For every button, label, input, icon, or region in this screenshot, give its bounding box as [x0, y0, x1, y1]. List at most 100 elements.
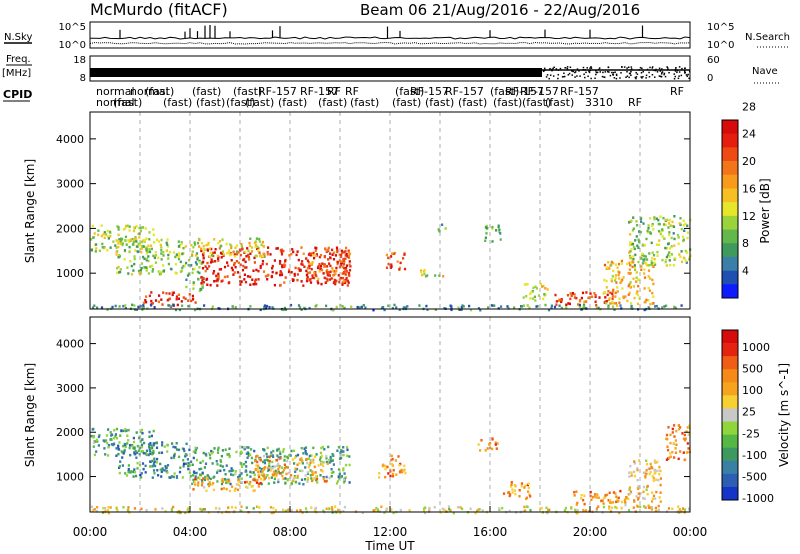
data-cell [161, 303, 164, 306]
data-cell [629, 250, 632, 253]
data-cell [345, 270, 348, 273]
data-cell [341, 276, 345, 280]
data-cell [285, 472, 288, 476]
data-cell [127, 470, 130, 474]
data-cell [606, 293, 609, 297]
data-cell [160, 258, 163, 261]
cpid-label-row2: (fast) [458, 96, 487, 109]
data-cell [198, 467, 201, 471]
data-cell [364, 306, 367, 309]
data-cell [568, 302, 571, 306]
data-cell [273, 259, 276, 262]
noise-right-tick-bottom: 10^0 [707, 40, 734, 51]
data-cell [175, 442, 178, 445]
data-cell [188, 464, 192, 467]
data-cell [118, 471, 121, 475]
colorbar-swatch [722, 395, 738, 409]
data-cell [309, 254, 312, 257]
data-cell [199, 473, 202, 476]
data-cell [135, 225, 138, 228]
data-cell [249, 453, 252, 457]
data-cell [539, 282, 542, 286]
data-cell [271, 465, 274, 469]
data-cell [245, 485, 248, 489]
data-cell [145, 295, 148, 298]
data-cell [686, 426, 689, 429]
data-cell [345, 252, 348, 256]
data-cell [166, 243, 169, 246]
data-cell [679, 217, 682, 220]
data-cell [272, 455, 275, 458]
data-cell [115, 427, 118, 431]
data-cell [674, 439, 677, 442]
data-cell [157, 240, 161, 243]
data-cell [181, 252, 184, 256]
data-cell [265, 458, 268, 462]
data-cell [647, 275, 650, 278]
freq-dot [625, 76, 627, 79]
data-cell [685, 261, 688, 264]
data-cell [326, 279, 329, 282]
data-cell [643, 497, 646, 500]
data-cell [594, 493, 597, 496]
data-cell [285, 465, 288, 469]
data-cell [311, 261, 314, 264]
data-cell [218, 240, 222, 243]
data-cell [665, 304, 668, 307]
data-cell [287, 270, 291, 274]
data-cell [203, 478, 206, 482]
data-cell [232, 469, 235, 472]
data-cell [184, 453, 187, 456]
data-cell [240, 505, 243, 508]
data-cell [246, 446, 249, 449]
data-cell [277, 478, 280, 482]
data-cell [266, 250, 269, 254]
data-cell [649, 506, 652, 509]
data-cell [290, 271, 293, 274]
data-cell [247, 446, 250, 449]
data-cell [218, 247, 221, 250]
data-cell [271, 270, 274, 274]
freq-dot [544, 69, 546, 71]
data-cell [678, 508, 681, 511]
data-cell [107, 454, 110, 457]
freq-dot [587, 75, 589, 78]
data-cell [304, 449, 307, 453]
data-cell [623, 498, 626, 501]
data-cell [456, 506, 460, 509]
data-cell [221, 477, 224, 481]
data-cell [679, 255, 682, 259]
data-cell [91, 509, 94, 512]
data-cell [508, 491, 511, 494]
data-cell [636, 467, 639, 470]
freq-dot [626, 75, 629, 77]
colorbar-swatch [722, 270, 738, 285]
data-cell [134, 450, 137, 453]
data-cell [305, 269, 308, 273]
data-cell [328, 476, 331, 480]
data-cell [258, 473, 261, 477]
data-cell [639, 230, 642, 234]
data-cell [478, 508, 481, 511]
data-cell [560, 299, 563, 302]
data-cell [198, 237, 201, 241]
data-cell [669, 263, 672, 267]
data-cell [513, 306, 516, 309]
data-cell [202, 257, 205, 260]
data-cell [607, 290, 610, 293]
data-cell [626, 299, 629, 303]
data-cell [267, 246, 270, 249]
data-cell [104, 507, 107, 510]
cpid-label-row1: RF-157 [505, 85, 544, 98]
data-cell [144, 299, 147, 302]
data-cell [243, 278, 246, 281]
data-cell [115, 250, 118, 254]
data-cell [305, 257, 308, 260]
data-cell [117, 448, 120, 451]
data-cell [146, 453, 149, 456]
colorbar-tick-label: 20 [742, 155, 756, 168]
noise-panel: N.Sky 10^5 10^0 10^5 10^0 N.Search [4, 21, 790, 51]
data-cell [139, 440, 142, 443]
data-cell [639, 217, 642, 221]
data-cell [612, 261, 615, 265]
